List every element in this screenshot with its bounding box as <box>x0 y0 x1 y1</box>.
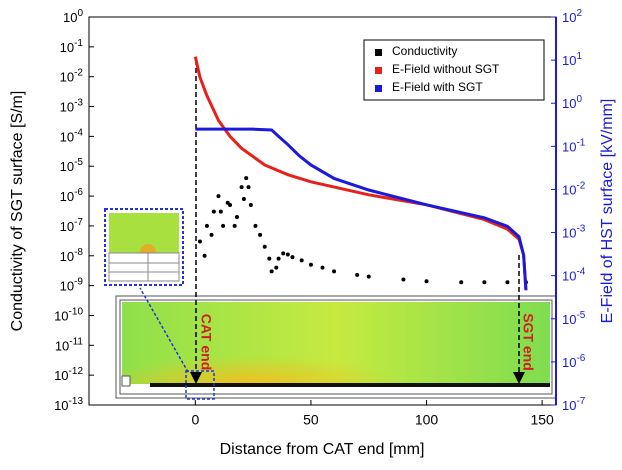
x-tick-label: 100 <box>415 412 439 428</box>
y-tick-label: 10-4 <box>60 127 84 145</box>
point <box>202 253 207 258</box>
inset-geometry <box>104 60 557 400</box>
y2-axis-title: E-Field of HST surface [kV/mm] <box>599 99 616 324</box>
x-tick-label: 0 <box>191 412 199 428</box>
legend-marker <box>375 49 382 56</box>
point <box>209 232 214 237</box>
point <box>281 251 286 256</box>
y-tick-label: 10-8 <box>60 246 84 264</box>
series-line <box>193 56 528 291</box>
legend-label: Conductivity <box>392 44 457 58</box>
point <box>267 256 272 261</box>
legend-marker <box>375 67 382 74</box>
point <box>211 209 216 214</box>
point <box>246 185 251 190</box>
y2-tick-label: 10-3 <box>562 223 586 241</box>
point <box>234 214 239 219</box>
y2-tick-label: 101 <box>562 51 582 69</box>
point <box>505 280 510 285</box>
legend-marker <box>375 85 382 92</box>
point <box>366 274 371 279</box>
point <box>285 252 290 257</box>
point <box>424 279 429 284</box>
point <box>274 265 279 270</box>
point <box>258 232 263 237</box>
point <box>239 185 244 190</box>
y-tick-label: 10-6 <box>60 187 84 205</box>
y-tick-label: 100 <box>63 8 83 26</box>
y-tick-label: 10-9 <box>60 276 84 294</box>
legend <box>363 39 545 101</box>
point <box>204 223 209 228</box>
y2-tick-label: 10-1 <box>562 137 586 155</box>
point <box>459 280 464 285</box>
point <box>290 255 295 260</box>
y2-tick-label: 10-5 <box>562 309 586 327</box>
y2-tick-label: 10-6 <box>562 353 586 371</box>
x-tick-label: 50 <box>303 412 319 428</box>
point <box>355 272 360 277</box>
y-tick-label: 10-5 <box>60 157 84 175</box>
point <box>332 269 337 274</box>
point <box>299 258 304 263</box>
y-tick-label: 10-7 <box>60 217 84 235</box>
legend-label: E-Field with SGT <box>392 80 483 94</box>
y-tick-label: 10-10 <box>54 306 83 324</box>
y-tick-label: 10-13 <box>54 396 83 414</box>
point <box>218 209 223 214</box>
point <box>221 223 226 228</box>
y-tick-label: 10-3 <box>60 97 84 115</box>
series-line <box>195 127 528 291</box>
y2-tick-label: 100 <box>562 94 582 112</box>
point <box>197 239 202 244</box>
y-axis-title: Conductivity of SGT surface [S/m] <box>9 91 26 332</box>
x-axis-title: Distance from CAT end [mm] <box>220 441 425 458</box>
legend-label: E-Field without SGT <box>392 62 500 76</box>
y2-tick-label: 10-4 <box>562 266 586 284</box>
y-tick-label: 10-2 <box>60 67 84 85</box>
point <box>241 196 246 201</box>
point <box>482 280 487 285</box>
point <box>248 203 253 208</box>
point <box>401 277 406 282</box>
y2-tick-label: 10-7 <box>562 396 586 414</box>
y-tick-label: 10-11 <box>55 336 84 354</box>
point <box>232 223 237 228</box>
point <box>308 262 313 267</box>
point <box>253 223 258 228</box>
y-tick-label: 10-1 <box>60 37 84 55</box>
y2-tick-label: 102 <box>562 8 582 26</box>
x-tick-label: 150 <box>530 412 554 428</box>
y-tick-label: 10-12 <box>54 366 83 384</box>
point <box>228 203 233 208</box>
annotation: SGT end <box>520 313 536 371</box>
point <box>244 176 249 181</box>
point <box>320 265 325 270</box>
point <box>269 269 274 274</box>
point <box>262 244 267 249</box>
y2-tick-label: 10-2 <box>562 180 586 198</box>
point <box>276 256 281 261</box>
point <box>216 194 221 199</box>
annotation: CAT end <box>198 314 214 371</box>
